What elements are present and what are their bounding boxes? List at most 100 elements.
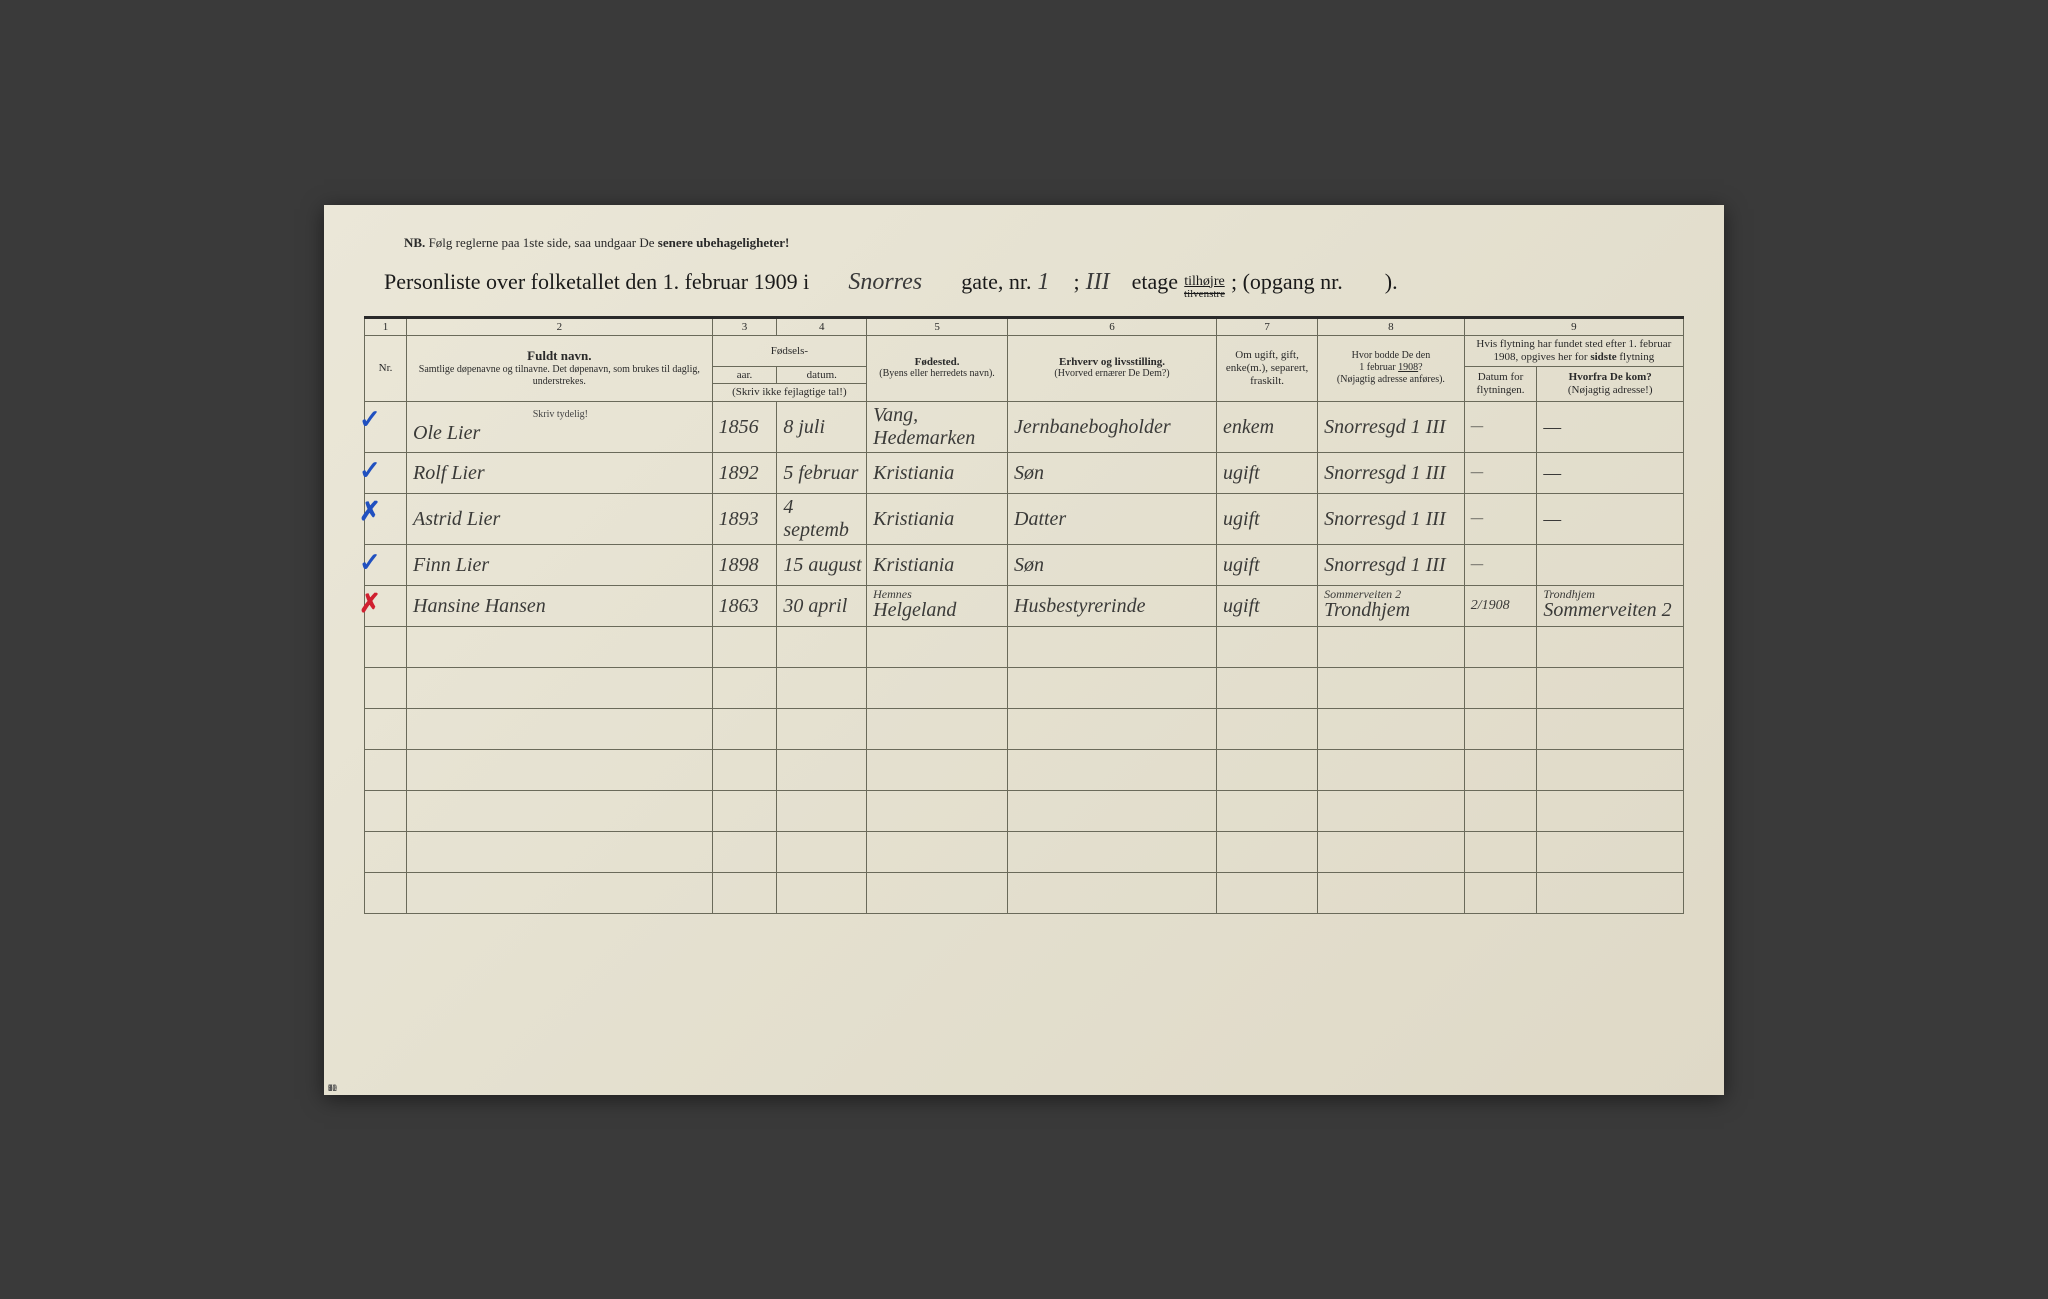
row-nr-cell: 6 <box>365 627 407 668</box>
etage-nr: III <box>1086 269 1126 296</box>
cell-birthplace: Kristiania <box>867 494 1008 545</box>
table-row: 11 <box>365 832 1684 873</box>
cell-birthplace: Kristiania <box>867 545 1008 586</box>
cell-year: 1893 <box>712 494 777 545</box>
cell-occupation: Husbestyrerinde <box>1008 586 1217 627</box>
cell-move-from: — <box>1537 494 1684 545</box>
nb-bold: senere ubehageligheter! <box>658 235 790 250</box>
title-prefix: Personliste over folketallet den 1. febr… <box>384 269 809 295</box>
street-name: Snorres <box>815 269 955 297</box>
row-nr-cell: ✗ <box>365 586 407 627</box>
tilhojre-box: tilhøjre tilvenstre <box>1184 275 1225 300</box>
cell-move-date: — <box>1464 453 1537 494</box>
hdr-erhverv-sub: (Hvorved ernærer De Dem?) <box>1012 368 1212 380</box>
row-nr-cell: ✗ <box>365 494 407 545</box>
empty-cell <box>712 750 777 791</box>
table-row: 9 <box>365 750 1684 791</box>
cell-name: Astrid Lier <box>407 494 713 545</box>
empty-cell <box>1464 873 1537 914</box>
cell-move-from: — <box>1537 453 1684 494</box>
empty-cell <box>407 627 713 668</box>
row-nr-cell: 12 <box>365 873 407 914</box>
empty-cell <box>1318 668 1465 709</box>
empty-cell <box>777 791 867 832</box>
cell-move-date: 2/1908 <box>1464 586 1537 627</box>
hdr-datum: datum. <box>777 366 867 383</box>
hdr-aar-sub: (Skriv ikke fejlagtige tal!) <box>712 383 867 401</box>
hdr-hvor: Hvor bodde De den1 februar 1908? (Nøjagt… <box>1318 335 1465 402</box>
nb-text: Følg reglerne paa 1ste side, saa undgaar… <box>429 235 655 250</box>
empty-cell <box>1008 873 1217 914</box>
cell-birthplace: HemnesHelgeland <box>867 586 1008 627</box>
row-nr-cell: 8 <box>365 709 407 750</box>
cell-marital: ugift <box>1217 545 1318 586</box>
empty-cell <box>1464 791 1537 832</box>
colnum-4: 4 <box>777 317 867 335</box>
empty-cell <box>1318 750 1465 791</box>
table-row: ✗Astrid Lier18934 septembKristianiaDatte… <box>365 494 1684 545</box>
empty-cell <box>1537 709 1684 750</box>
empty-cell <box>867 873 1008 914</box>
empty-cell <box>712 873 777 914</box>
hdr-erhverv-main: Erhverv og livsstilling. <box>1012 356 1212 368</box>
hdr-name: Fuldt navn. Samtlige døpenavne og tilnav… <box>407 335 713 402</box>
empty-cell <box>1537 750 1684 791</box>
hdr-hvor-main: Hvor bodde De den1 februar 1908? <box>1322 350 1460 374</box>
empty-cell <box>407 668 713 709</box>
cell-move-from: — <box>1537 402 1684 453</box>
cell-name: Rolf Lier <box>407 453 713 494</box>
tilvenstre: tilvenstre <box>1184 289 1225 300</box>
cell-name: Hansine Hansen <box>407 586 713 627</box>
hdr-aar: aar. <box>712 366 777 383</box>
cell-marital: ugift <box>1217 494 1318 545</box>
empty-cell <box>777 709 867 750</box>
hdr-flyt-datum: Datum for flytningen. <box>1464 366 1537 401</box>
cell-prev-addr: Snorresgd 1 III <box>1318 545 1465 586</box>
column-number-row: 1 2 3 4 5 6 7 8 9 <box>365 317 1684 335</box>
cell-occupation: Datter <box>1008 494 1217 545</box>
empty-cell <box>1537 627 1684 668</box>
hdr-ugift: Om ugift, gift, enke(m.), separert, fras… <box>1217 335 1318 402</box>
hdr-fuldt-navn: Fuldt navn. <box>411 348 708 364</box>
colnum-1: 1 <box>365 317 407 335</box>
empty-cell <box>1318 627 1465 668</box>
empty-cell <box>1217 873 1318 914</box>
empty-cell <box>407 709 713 750</box>
empty-cell <box>712 832 777 873</box>
check-mark-icon: ✓ <box>359 404 381 435</box>
cell-occupation: Jernbanebogholder <box>1008 402 1217 453</box>
check-mark-icon: ✓ <box>359 455 381 486</box>
empty-cell <box>867 668 1008 709</box>
cell-move-date: — <box>1464 545 1537 586</box>
census-table: 1 2 3 4 5 6 7 8 9 Nr. Fuldt navn. Samtli… <box>364 316 1684 915</box>
hdr-fodsels: Fødsels- <box>712 335 867 366</box>
hdr-fodested: Fødested. (Byens eller herredets navn). <box>867 335 1008 402</box>
empty-cell <box>407 832 713 873</box>
empty-cell <box>1464 832 1537 873</box>
census-page: NB. Følg reglerne paa 1ste side, saa und… <box>324 205 1724 1095</box>
table-row: 12 <box>365 873 1684 914</box>
cell-date: 5 februar <box>777 453 867 494</box>
empty-cell <box>1537 791 1684 832</box>
empty-cell <box>1008 791 1217 832</box>
empty-cell <box>867 832 1008 873</box>
cell-date: 8 juli <box>777 402 867 453</box>
hdr-fodested-sub: (Byens eller herredets navn). <box>871 368 1003 380</box>
closing: ). <box>1385 269 1398 295</box>
empty-cell <box>777 627 867 668</box>
empty-cell <box>1217 627 1318 668</box>
colnum-6: 6 <box>1008 317 1217 335</box>
table-row: ✗Hansine Hansen186330 aprilHemnesHelgela… <box>365 586 1684 627</box>
hdr-hvorfra-main: Hvorfra De kom? <box>1541 371 1679 384</box>
empty-cell <box>1537 668 1684 709</box>
cell-prev-addr: Snorresgd 1 III <box>1318 453 1465 494</box>
hdr-hvorfra-sub: (Nøjagtig adresse!) <box>1541 384 1679 397</box>
cell-name: Finn Lier <box>407 545 713 586</box>
cell-prev-addr: Sommerveiten 2Trondhjem <box>1318 586 1465 627</box>
empty-cell <box>1217 709 1318 750</box>
empty-cell <box>1318 873 1465 914</box>
cell-occupation: Søn <box>1008 545 1217 586</box>
empty-cell <box>777 750 867 791</box>
row-nr-cell: ✓ <box>365 453 407 494</box>
empty-cell <box>867 627 1008 668</box>
